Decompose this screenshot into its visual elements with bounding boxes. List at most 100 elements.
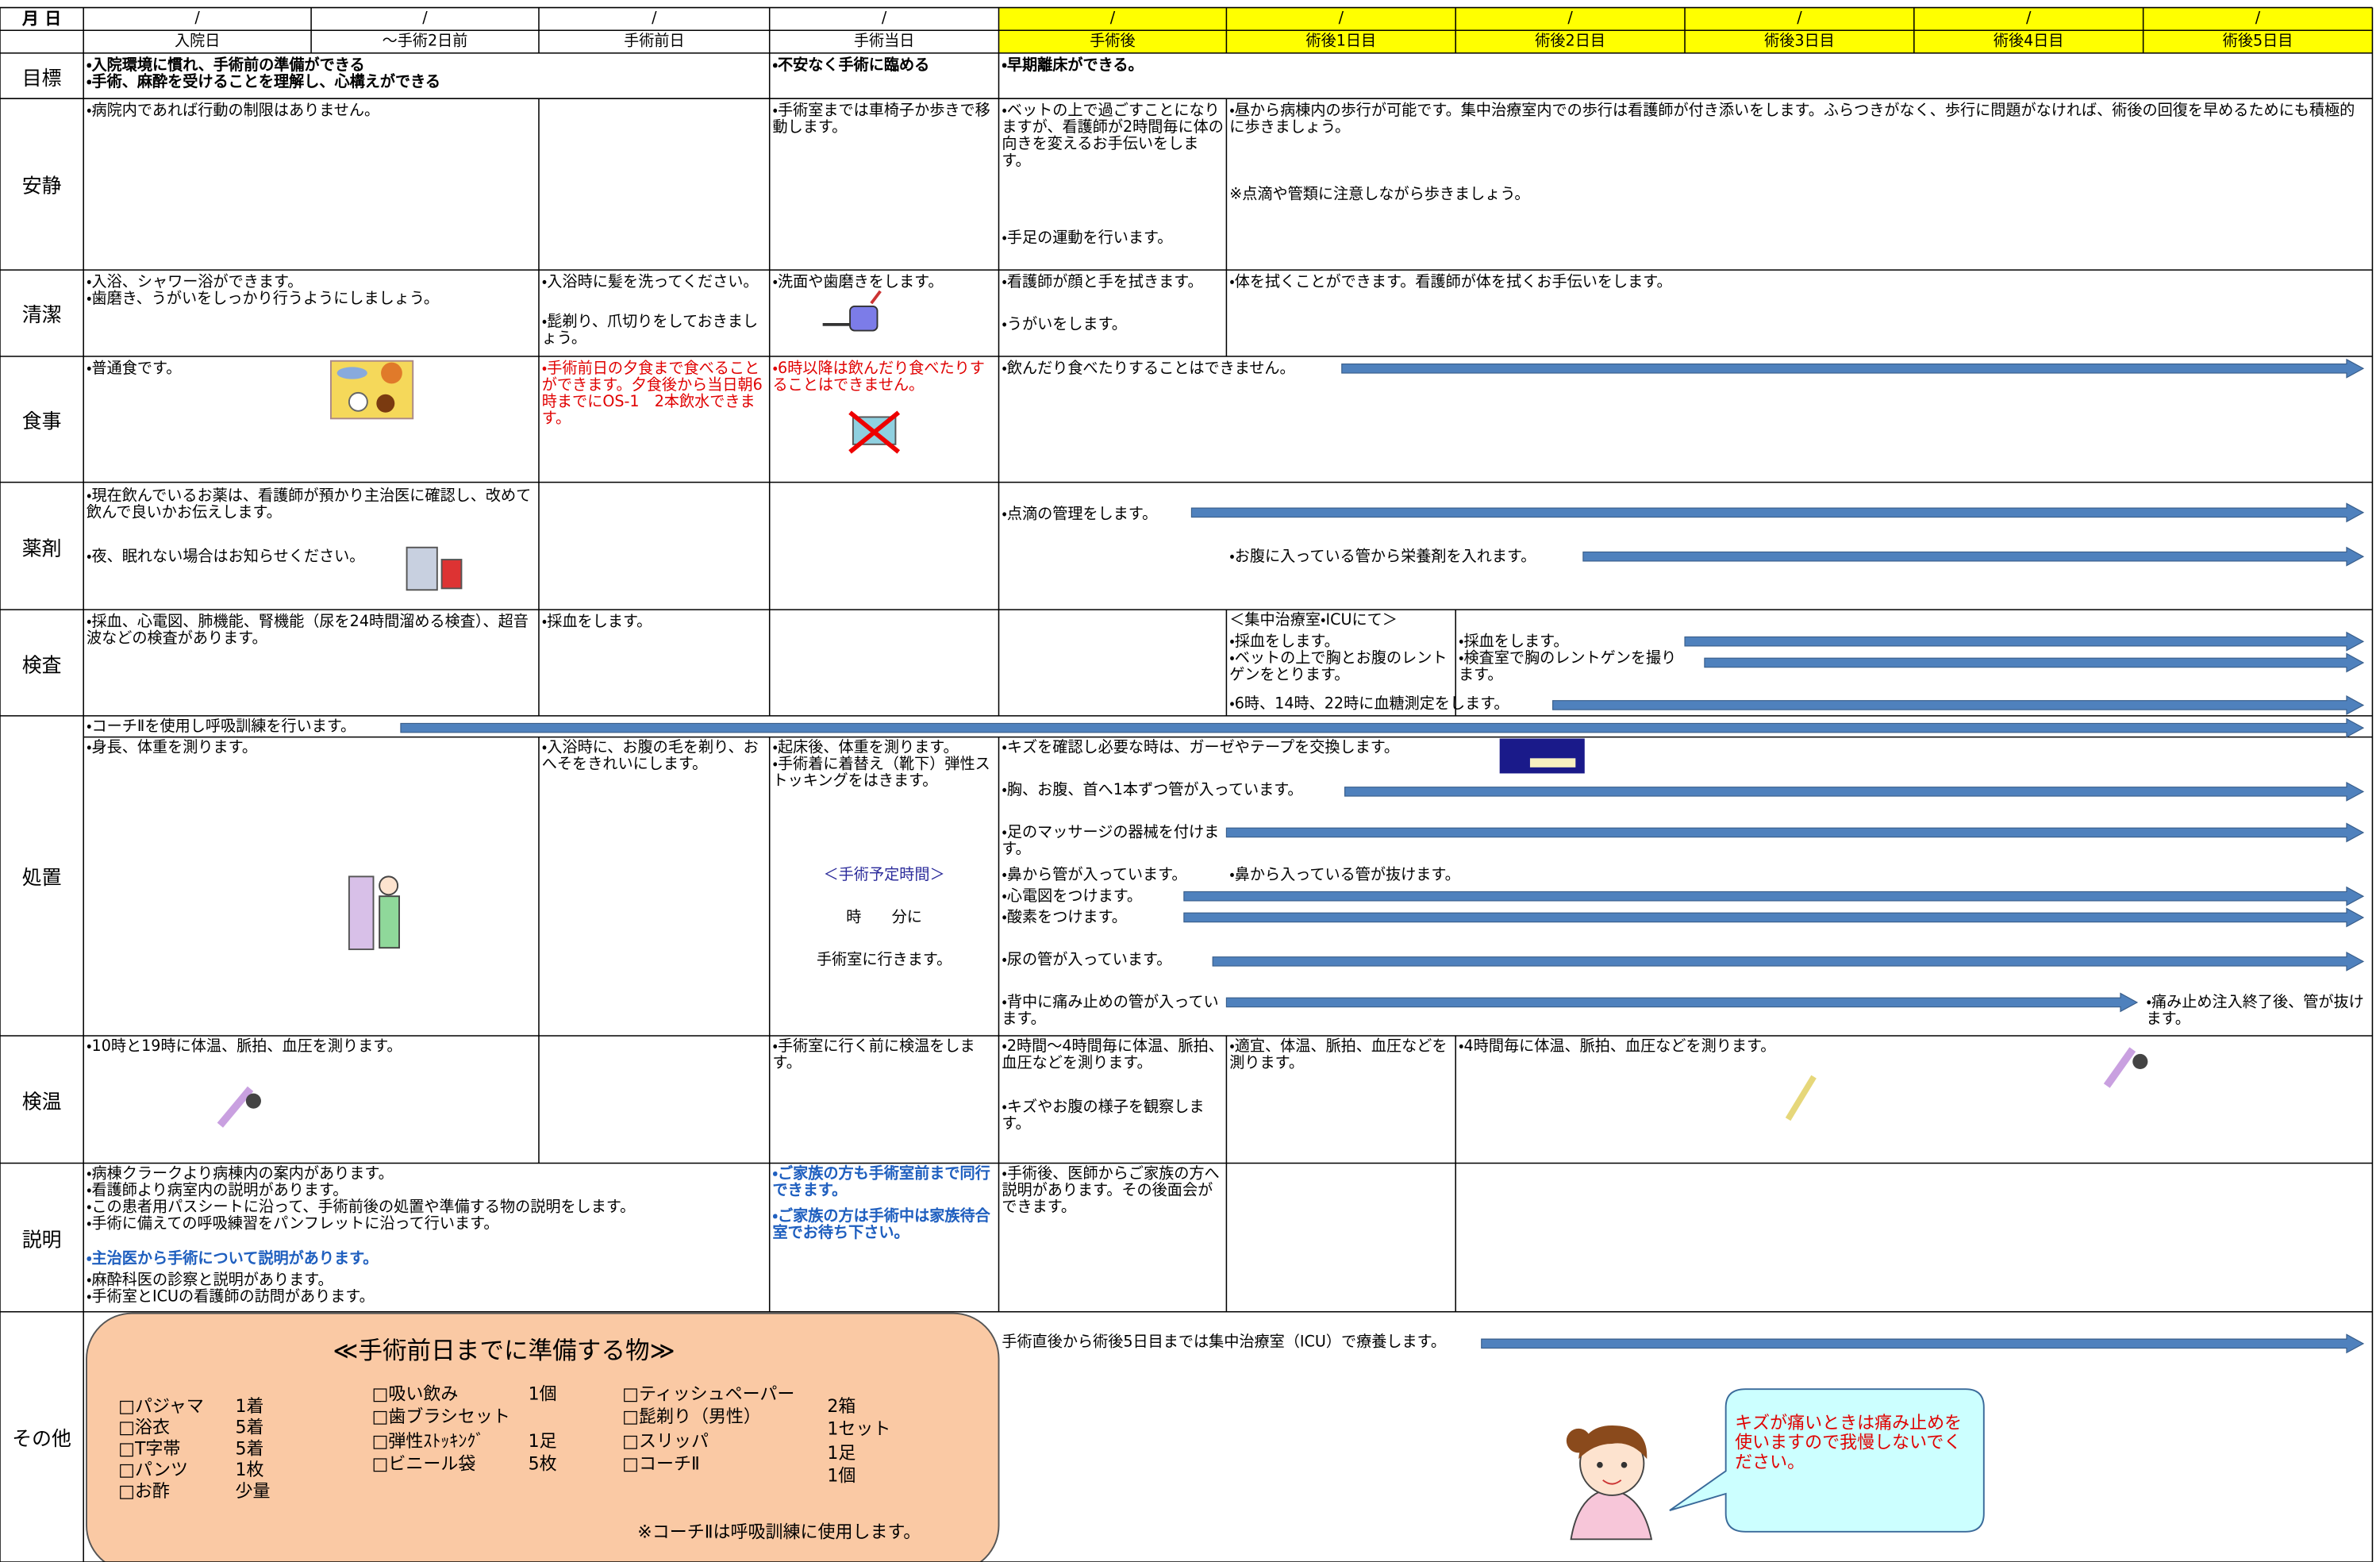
prep-qty: 1足	[827, 1441, 856, 1464]
text-line: ・点滴の管理をします。	[1002, 506, 1158, 524]
text-line: ・ご家族の方は手術中は家族待合室でお待ち下さい。	[772, 1208, 990, 1242]
text-line: ・手術室とICUの看護師の訪問があります。	[87, 1289, 375, 1306]
cell-text: ・鼻から管が入っています。	[1002, 868, 1226, 884]
cell-text: ・背中に痛み止めの管が入っています。	[1002, 995, 1226, 1028]
prep-qty: 1個	[528, 1383, 557, 1405]
bubble-text: キズが痛いときは痛み止めを使いますので我慢しないでください。	[1735, 1411, 1963, 1473]
row-label: 検温	[21, 1091, 62, 1114]
cell-text: ・採血、心電図、肺機能、腎機能（尿を24時間溜める検査）、超音波などの検査があり…	[87, 614, 539, 648]
date-slot: /	[1109, 10, 1116, 28]
day-label: 手術当日	[853, 33, 915, 51]
prep-item: □浴衣	[118, 1416, 170, 1438]
text-line: ・入院環境に慣れ、手術前の準備ができる	[87, 57, 365, 75]
prep-item: □歯ブラシセット	[371, 1406, 510, 1428]
text-line: ・入浴時に髪を洗ってください。	[541, 274, 759, 291]
prep-item: □吸い飲み	[371, 1383, 459, 1405]
cell-text: ・6時以降は飲んだり食べたりすることはできません。	[773, 361, 996, 394]
cell-text: ・採血をします。	[542, 614, 767, 631]
date-slot: /	[1338, 10, 1344, 28]
prep-title: ≪手術前日までに準備する物≫	[333, 1336, 675, 1365]
cell-text: ・入浴時に、お腹の毛を剃り、おへそをきれいにします。	[542, 740, 767, 773]
text-line: ・キズを確認し必要な時は、ガーゼやテープを交換します。	[1002, 740, 1400, 757]
text-line: ・適宜、体温、脈拍、血圧などを測ります。	[1229, 1038, 1448, 1072]
cell-text: ＜手術予定時間＞	[773, 868, 996, 884]
prep-item: □弾性ｽﾄｯｷﾝｸﾞ	[371, 1429, 485, 1451]
xray-icon	[1499, 738, 1585, 774]
prep-qty: 1枚	[235, 1459, 264, 1480]
prep-qty: 少量	[235, 1479, 271, 1502]
text-line: ・手術、麻酔を受けることを理解し、心構えができる	[87, 74, 441, 91]
cell-text: ・適宜、体温、脈拍、血圧などを測ります。	[1229, 1039, 1452, 1072]
arrow	[1225, 822, 2365, 843]
text-line: ・胸、お腹、首へ1本ずつ管が入っています。	[1002, 782, 1303, 799]
cell-text: 手術室に行きます。	[773, 952, 996, 969]
text-line: ・看護師が顔と手を拭きます。	[1002, 274, 1203, 291]
cell-text: ・キズを確認し必要な時は、ガーゼやテープを交換します。	[1002, 740, 1487, 756]
prep-qty: 5枚	[528, 1452, 557, 1474]
prep-box	[86, 1312, 1000, 1562]
cell-text: ・不安なく手術に臨める	[773, 58, 996, 75]
text-line: ※点滴や管類に注意しながら歩きましょう。	[1229, 187, 1530, 204]
cell-text: ・痛み止め注入終了後、管が抜けます。	[2146, 995, 2370, 1028]
cell-text: ・看護師が顔と手を拭きます。	[1002, 275, 1225, 291]
cell-text: ・手術前日の夕食まで食べることができます。夕食後から当日朝6時までにOS-1 2…	[542, 361, 767, 428]
cell-text: ＜集中治療室・ICUにて＞	[1229, 613, 1454, 629]
cell-text: ・昼から病棟内の歩行が可能です。集中治療室内での歩行は看護師が付き添いをします。…	[1229, 103, 2367, 137]
cell-text: ・足のマッサージの器械を付けます。	[1002, 825, 1226, 858]
day-label: 術後5日目	[2222, 33, 2293, 51]
cup-icon	[822, 290, 882, 332]
date-slot: /	[2026, 10, 2032, 28]
text-line: ・コーチⅡを使用し呼吸訓練を行います。	[87, 718, 356, 736]
text-line: ・6時、14時、22時に血糖測定をします。	[1229, 696, 1509, 714]
date-slot: /	[1797, 10, 1802, 28]
day-label: 術後1日目	[1305, 33, 1377, 51]
cell-text: ・4時間毎に体温、脈拍、血圧などを測ります。	[1459, 1039, 2066, 1056]
cell-text: ・身長、体重を測ります。	[87, 740, 390, 756]
cell-text: ・麻酔科医の診察と説明があります。 ・手術室とICUの看護師の訪問があります。	[87, 1272, 770, 1306]
text-line: ・主治医から手術について説明があります。	[87, 1251, 379, 1268]
text-line: ・入浴、シャワー浴ができます。	[87, 274, 303, 291]
text-line: ・飲んだり食べたりすることはできません。	[1002, 360, 1295, 378]
cell-text: ・病棟クラークより病棟内の案内があります。 ・看護師より病室内の説明があります。・…	[87, 1166, 770, 1233]
prep-item: □ビニール袋	[371, 1452, 476, 1474]
text-line: ・麻酔科医の診察と説明があります。	[87, 1272, 333, 1290]
text-line: ・昼から病棟内の歩行が可能です。集中治療室内での歩行は看護師が付き添いをします。…	[1229, 102, 2355, 137]
prep-qty: 5着	[235, 1416, 264, 1438]
text-line: ・2時間～4時間毎に体温、脈拍、血圧などを測ります。	[1002, 1038, 1224, 1072]
nurse-illustration	[1566, 1425, 1653, 1541]
arrow	[1552, 695, 2365, 715]
scale-icon	[348, 875, 400, 951]
text-line: ・採血、心電図、肺機能、腎機能（尿を24時間溜める検査）、超音波などの検査があり…	[87, 614, 529, 648]
meal-icon	[329, 360, 414, 420]
cell-text: 時 分に	[773, 910, 996, 926]
prep-item: □ティッシュペーパー	[622, 1383, 795, 1405]
text-line: ・手術室に行く前に検温をします。	[772, 1038, 975, 1072]
cell-text: ・入浴時に髪を洗ってください。	[542, 275, 767, 291]
arrow	[1225, 992, 2139, 1013]
prep-qty: 2箱	[827, 1395, 856, 1417]
medicine-icon	[406, 546, 463, 591]
cell-text: ・現在飲んでいるお薬は、看護師が預かり主治医に確認し、改めて飲んで良いかお伝えし…	[87, 488, 539, 521]
date-slot: /	[881, 10, 887, 28]
prep-item: □髭剃り（男性）	[622, 1406, 761, 1428]
text-line: 時 分に	[846, 910, 922, 927]
cell-text: ・心電図をつけます。	[1002, 889, 1184, 906]
cell-text: ・早期離床ができる。	[1002, 58, 1457, 75]
date-slot: /	[652, 10, 657, 28]
row-label: その他	[12, 1428, 71, 1452]
no-food-icon	[848, 410, 901, 454]
cell-text: ※点滴や管類に注意しながら歩きましょう。	[1229, 187, 1836, 203]
text-line: ・ベットの上で胸とお腹のレントゲンをとります。	[1229, 650, 1448, 684]
text-line: ・10時と19時に体温、脈拍、血圧を測ります。	[87, 1038, 402, 1056]
prep-qty: 1セット	[827, 1418, 891, 1440]
text-line: ・普通食です。	[87, 360, 182, 378]
text-line: ・この患者用パスシートに沿って、手術前後の処置や準備する物の説明をします。	[87, 1199, 636, 1217]
prep-note: ※コーチⅡは呼吸訓練に使用します。	[637, 1521, 921, 1543]
prep-item: □スリッパ	[622, 1429, 709, 1451]
text-line: ・髭剃り、爪切りをしておきましょう。	[541, 314, 759, 348]
cell-text: ・髭剃り、爪切りをしておきましょう。	[542, 314, 767, 348]
text-line: 手術室に行きます。	[816, 952, 952, 969]
